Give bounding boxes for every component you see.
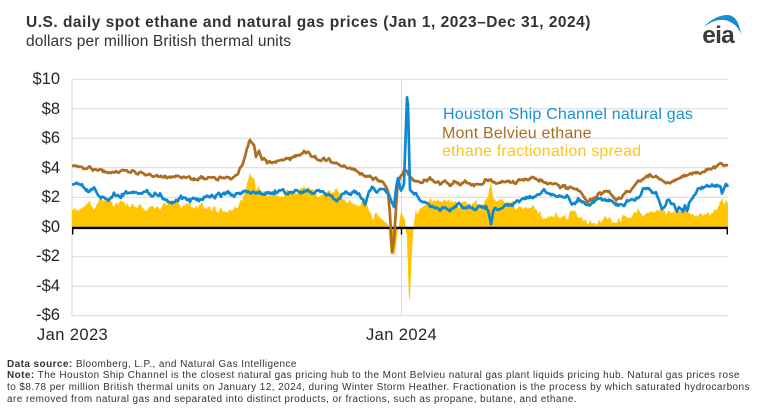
svg-text:eia: eia [702, 22, 735, 49]
